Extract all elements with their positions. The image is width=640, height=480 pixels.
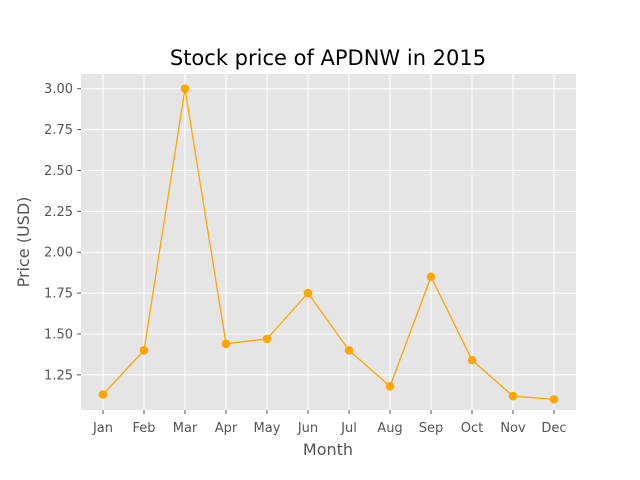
y-tick-label: 2.25 <box>44 205 73 220</box>
data-point <box>262 334 272 344</box>
x-axis-label: Month <box>303 440 353 459</box>
plot-area <box>81 74 576 410</box>
y-tick-label: 1.75 <box>44 287 73 302</box>
data-points <box>98 84 559 404</box>
y-tick-label: 2.00 <box>44 246 73 261</box>
grid-lines <box>81 74 576 410</box>
x-tick-label: Nov <box>500 421 526 436</box>
data-point <box>180 84 190 94</box>
x-tick-label: Jan <box>92 421 113 436</box>
x-tick-label: Apr <box>215 421 238 436</box>
y-tick-label: 3.00 <box>44 82 73 97</box>
series-line-layer <box>102 88 555 401</box>
data-point <box>221 339 231 349</box>
x-tick-label: May <box>254 421 281 436</box>
x-tick-label: Jul <box>340 421 357 436</box>
y-tick-label: 2.75 <box>44 123 73 138</box>
x-tick-label: Dec <box>541 421 566 436</box>
data-point <box>549 395 559 404</box>
data-point <box>467 355 477 365</box>
y-tick-labels: 1.25 1.50 1.75 2.00 2.25 2.50 2.75 3.00 <box>44 82 81 383</box>
y-axis-label: Price (USD) <box>14 197 33 288</box>
x-tick-label: Oct <box>461 421 483 436</box>
data-point <box>385 381 395 391</box>
x-tick-labels: Jan Feb Mar Apr May Jun Jul Aug Sep Oct Nov Dec <box>92 410 567 436</box>
x-tick-label: Aug <box>377 421 402 436</box>
series-line <box>102 88 555 401</box>
y-tick-label: 1.25 <box>44 368 73 383</box>
chart-title: Stock price of APDNW in 2015 <box>170 46 486 70</box>
y-tick-label: 2.50 <box>44 164 73 179</box>
data-point <box>508 391 518 401</box>
x-tick-label: Feb <box>132 421 155 436</box>
x-tick-label: Jun <box>297 421 318 436</box>
data-point <box>344 346 354 355</box>
x-tick-label: Sep <box>419 421 444 436</box>
x-tick-label: Mar <box>173 421 198 436</box>
data-point <box>426 272 436 282</box>
y-tick-label: 1.50 <box>44 327 73 342</box>
data-point <box>98 390 108 399</box>
data-point <box>303 288 313 298</box>
data-point <box>139 346 149 355</box>
